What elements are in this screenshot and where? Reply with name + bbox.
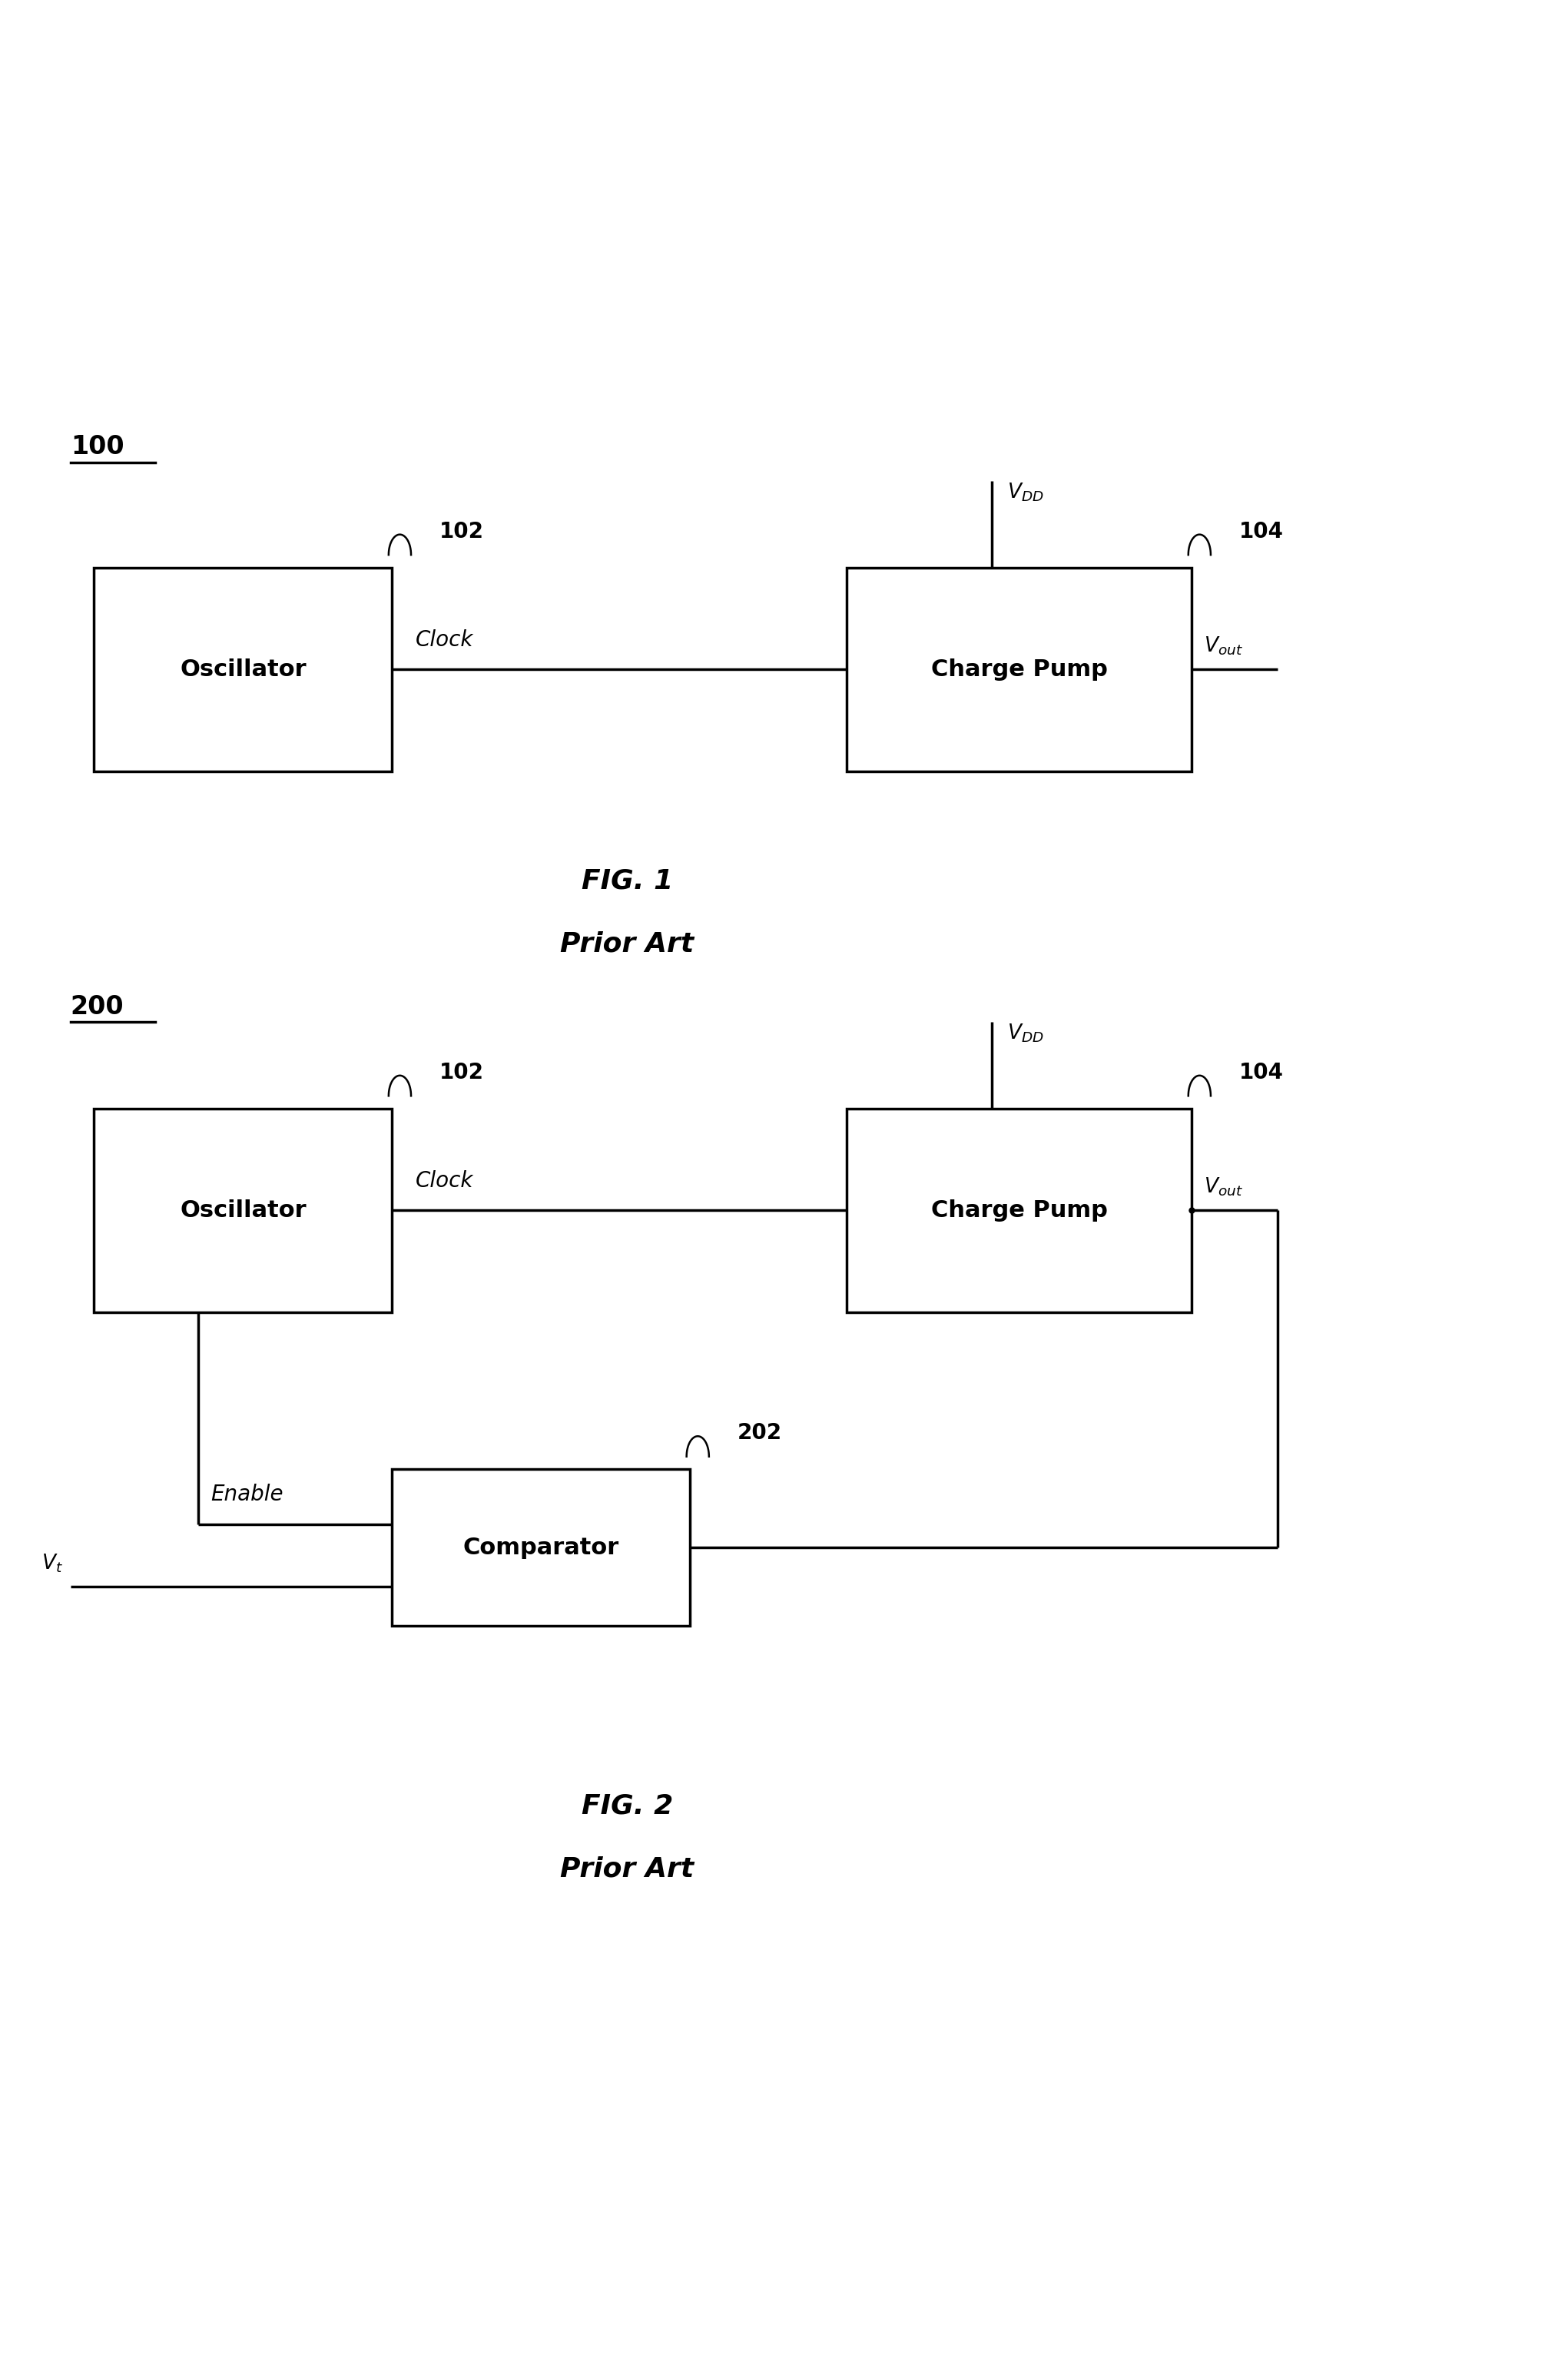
Text: Charge Pump: Charge Pump	[931, 658, 1107, 681]
Text: Prior Art: Prior Art	[560, 1856, 695, 1882]
Text: 102: 102	[439, 1061, 483, 1082]
Text: Clock: Clock	[416, 630, 474, 651]
Text: $V_{out}$: $V_{out}$	[1204, 634, 1243, 658]
Text: FIG. 2: FIG. 2	[582, 1792, 673, 1820]
Text: Charge Pump: Charge Pump	[931, 1200, 1107, 1221]
Text: Oscillator: Oscillator	[180, 658, 306, 681]
FancyBboxPatch shape	[392, 1469, 690, 1627]
Text: 102: 102	[439, 521, 483, 542]
Text: 200: 200	[71, 995, 124, 1019]
Text: FIG. 1: FIG. 1	[582, 868, 673, 894]
Text: Prior Art: Prior Art	[560, 931, 695, 957]
FancyBboxPatch shape	[847, 1108, 1192, 1313]
Text: Enable: Enable	[210, 1483, 284, 1504]
FancyBboxPatch shape	[847, 568, 1192, 771]
Text: $V_{DD}$: $V_{DD}$	[1007, 1021, 1044, 1045]
FancyBboxPatch shape	[94, 568, 392, 771]
Text: $V_{DD}$: $V_{DD}$	[1007, 481, 1044, 502]
Text: Clock: Clock	[416, 1170, 474, 1191]
Text: $V_t$: $V_t$	[41, 1552, 63, 1575]
Text: Comparator: Comparator	[463, 1537, 619, 1559]
Text: 104: 104	[1239, 521, 1283, 542]
Text: 100: 100	[71, 434, 124, 460]
Text: $V_{out}$: $V_{out}$	[1204, 1177, 1243, 1198]
Text: 104: 104	[1239, 1061, 1283, 1082]
Text: Oscillator: Oscillator	[180, 1200, 306, 1221]
Text: 202: 202	[737, 1422, 781, 1443]
FancyBboxPatch shape	[94, 1108, 392, 1313]
